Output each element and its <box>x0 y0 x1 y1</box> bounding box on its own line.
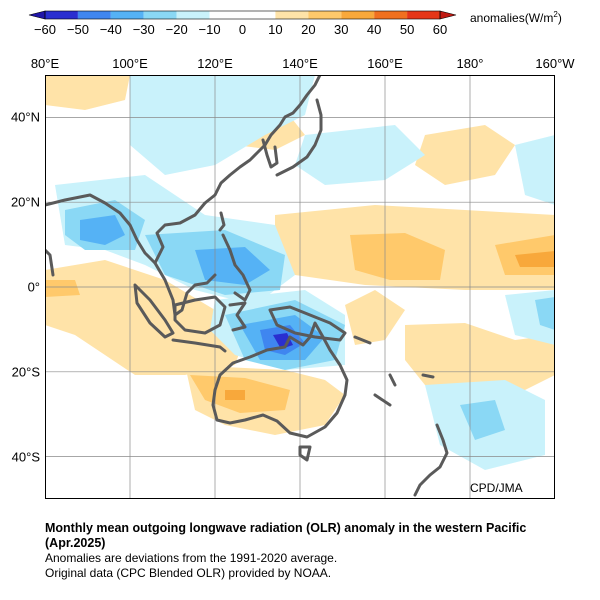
colorbar-bin <box>209 11 243 19</box>
longitude-label: 160°E <box>367 56 403 71</box>
colorbar: −60 −50 −40 −30 −20 −10 0 10 20 30 40 50 60 anomalie… <box>0 0 600 50</box>
latitude-label: 20°S <box>11 364 40 380</box>
anomaly-region-pos-medium <box>350 233 445 280</box>
colorbar-frame <box>44 10 441 20</box>
colorbar-arrow-high <box>439 10 457 20</box>
latitude-label: 40°N <box>10 109 40 125</box>
coastline-solomon <box>353 335 372 345</box>
colorbar-bin <box>308 11 342 19</box>
colorbar-bin <box>143 11 177 19</box>
coastline-newguinea <box>268 305 347 342</box>
colorbar-tick-label: 10 <box>268 22 283 37</box>
map-title: Monthly mean outgoing longwave radiation… <box>45 521 527 550</box>
caption: Monthly mean outgoing longwave radiation… <box>45 521 585 581</box>
coastline-java <box>171 338 227 353</box>
anomaly-region-neg-medium <box>535 297 555 330</box>
coastline-indochina <box>153 261 217 317</box>
anomaly-region-neg-strong <box>80 215 125 245</box>
colorbar-tick-label: 30 <box>334 22 349 37</box>
colorbar-tick-label: 40 <box>366 22 382 37</box>
colorbar-tick-label: 0 <box>238 22 247 37</box>
anomaly-region-pos-light <box>405 323 555 400</box>
coastline-vanuatu <box>388 373 397 387</box>
coastline-india <box>45 248 55 277</box>
colorbar-bin <box>374 11 408 19</box>
map-frame <box>45 75 555 499</box>
colorbar-tick-label: 60 <box>432 22 448 37</box>
caption-note-source: Original data (CPC Blended OLR) provided… <box>45 566 332 580</box>
coastline-borneo <box>173 295 227 335</box>
caption-note-baseline: Anomalies are deviations from the 1991-2… <box>45 551 338 565</box>
colorbar-tick-label: −20 <box>165 22 188 37</box>
coastline-sumatra <box>133 283 175 339</box>
colorbar-tick-label: −30 <box>132 22 155 37</box>
anomaly-region-pos-light <box>45 75 130 110</box>
anomaly-region-pos-light <box>415 125 515 185</box>
longitude-label: 80°E <box>30 56 60 71</box>
longitude-label: 160°W <box>535 56 575 71</box>
colorbar-tick-label: −50 <box>66 22 89 37</box>
colorbar-tick-label: −60 <box>33 22 57 37</box>
colorbar-tick-label: −40 <box>99 22 122 37</box>
colorbar-bin <box>45 11 78 19</box>
latitude-label: 40°S <box>11 449 40 465</box>
coastline-philippines <box>221 233 252 302</box>
colorbar-bin <box>341 11 375 19</box>
coastline-fiji <box>421 373 435 379</box>
coastline-japan <box>275 98 323 177</box>
coastline-korea <box>261 138 279 169</box>
anomaly-region-neg-light <box>130 75 315 175</box>
coastline-taiwan <box>218 211 226 232</box>
longitude-label: 180° <box>456 56 484 71</box>
anomaly-region-neg-light <box>515 135 555 205</box>
colorbar-scale <box>28 10 457 20</box>
colorbar-tick-label: 50 <box>399 22 415 37</box>
coastline-sulawesi <box>228 301 247 332</box>
longitude-label: 100°E <box>112 56 148 71</box>
coastline-australia <box>211 321 349 439</box>
latitude-label: 0° <box>27 279 40 295</box>
anomaly-region-pos-light <box>345 290 405 345</box>
latitude-label: 20°N <box>10 194 40 210</box>
longitude-label: 140°E <box>282 56 318 71</box>
coastline-newzealand <box>413 423 449 497</box>
map-gridlines <box>45 75 555 499</box>
coastline-asia <box>45 75 322 265</box>
colorbar-bin <box>77 11 111 19</box>
colorbar-units-label: anomalies(W/m2) <box>470 10 562 25</box>
colorbar-bin <box>176 11 210 19</box>
anomaly-region-neg-extreme <box>273 333 293 349</box>
coastlines <box>45 75 449 497</box>
colorbar-bin <box>407 11 440 19</box>
colorbar-bin <box>275 11 309 19</box>
anomaly-region-neg-medium <box>460 400 505 440</box>
coastline-tasmania <box>298 445 312 462</box>
colorbar-bin <box>110 11 144 19</box>
coastline-newcaledonia <box>373 393 392 407</box>
longitude-label: 120°E <box>197 56 233 71</box>
olr-anomaly-map <box>45 75 555 499</box>
colorbar-tick-label: −10 <box>198 22 221 37</box>
anomaly-region-pos-strong <box>515 251 555 267</box>
anomaly-region-pos-strong <box>225 390 245 400</box>
colorbar-tick-label: 20 <box>301 22 316 37</box>
anomaly-region-neg-light <box>295 125 425 185</box>
anomaly-region-pos-medium <box>45 280 80 297</box>
colorbar-arrow-low <box>28 10 46 20</box>
colorbar-bin <box>242 11 276 19</box>
credit-label: CPD/JMA <box>470 481 523 495</box>
